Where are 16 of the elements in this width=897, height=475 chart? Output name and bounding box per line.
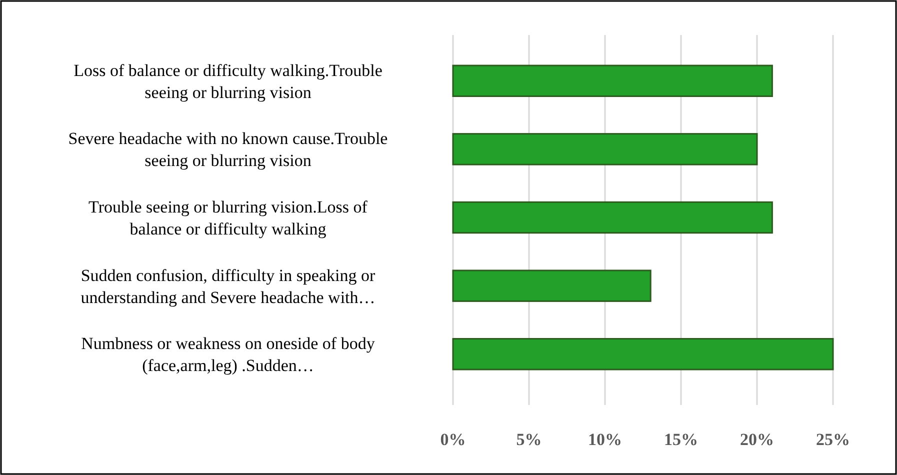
x-tick-label: 25% — [816, 430, 850, 449]
x-tick-label: 5% — [516, 430, 542, 449]
x-tick-label: 15% — [664, 430, 698, 449]
bar — [452, 270, 652, 302]
bar — [452, 338, 834, 370]
x-tick-label: 0% — [440, 430, 466, 449]
x-tick-label: 10% — [588, 430, 622, 449]
bar — [452, 64, 773, 97]
y-tick-label: Loss of balance or difficulty walking.Trouble seeing or blurring vision — [74, 60, 382, 102]
bar — [452, 201, 773, 234]
x-tick-label: 20% — [740, 430, 774, 449]
y-tick-label: Numbness or weakness on oneside of body (face,arm,leg) .Sudden… — [81, 334, 376, 376]
y-tick-label: Severe headache with no known cause.Trouble seeing or blurring vision — [68, 129, 388, 170]
y-tick-label: Sudden confusion, difficulty in speaking or understanding and Severe headache with… — [80, 266, 376, 307]
y-tick-label: Trouble seeing or blurring vision.Loss of balance or difficulty walking — [88, 198, 368, 238]
bar — [452, 133, 758, 166]
